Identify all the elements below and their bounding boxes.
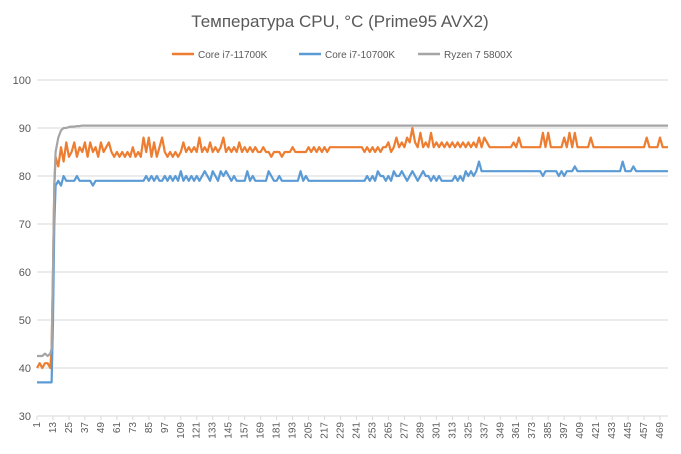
x-axis-ticks: 1 13 25 37 49 61 73 85 97 109 121 133 145 157 169 181 19…	[32, 416, 666, 439]
x-tick-label: 265	[383, 422, 394, 439]
x-tick-label: 313	[447, 422, 458, 439]
legend-label-1: Core i7-10700K	[325, 50, 395, 61]
x-tick-label: 301	[431, 422, 442, 439]
y-tick-label: 50	[19, 315, 31, 327]
x-tick-label: 121	[192, 422, 203, 439]
y-tick-label: 80	[19, 171, 31, 183]
x-tick-label: 445	[623, 422, 634, 439]
x-tick-label: 169	[256, 422, 267, 439]
x-tick-label: 385	[543, 422, 554, 439]
x-tick-label: 433	[607, 422, 618, 439]
x-tick-label: 61	[112, 422, 123, 434]
x-tick-label: 97	[160, 422, 171, 434]
x-tick-label: 241	[351, 422, 362, 439]
y-tick-label: 100	[13, 75, 31, 87]
x-tick-label: 109	[176, 422, 187, 439]
chart-title: Температура CPU, °C (Prime95 AVX2)	[191, 12, 488, 31]
x-tick-label: 205	[304, 422, 315, 439]
x-tick-label: 37	[80, 422, 91, 434]
gridlines	[37, 79, 668, 417]
x-tick-label: 145	[224, 422, 235, 439]
y-tick-label: 40	[19, 363, 31, 375]
legend-label-2: Ryzen 7 5800X	[444, 50, 513, 61]
x-tick-label: 397	[559, 422, 570, 439]
y-tick-label: 60	[19, 267, 31, 279]
x-tick-label: 337	[479, 422, 490, 439]
x-tick-label: 73	[128, 422, 139, 434]
x-tick-label: 49	[96, 422, 107, 434]
x-tick-label: 253	[367, 422, 378, 439]
x-tick-label: 457	[639, 422, 650, 439]
y-tick-label: 30	[19, 411, 31, 423]
series-line-1	[37, 160, 668, 384]
legend: Core i7-11700K Core i7-10700K Ryzen 7 5800…	[172, 50, 513, 61]
x-tick-label: 85	[144, 422, 155, 434]
x-tick-label: 13	[48, 422, 59, 434]
x-tick-label: 409	[575, 422, 586, 439]
x-tick-label: 361	[511, 422, 522, 439]
x-tick-label: 349	[495, 422, 506, 439]
x-tick-label: 181	[272, 422, 283, 439]
y-axis-ticks: 30 40 50 60 70 80 90 100	[13, 75, 31, 423]
x-tick-label: 217	[320, 422, 331, 439]
x-tick-label: 469	[655, 422, 666, 439]
x-tick-label: 133	[208, 422, 219, 439]
x-tick-label: 325	[463, 422, 474, 439]
x-tick-label: 289	[415, 422, 426, 439]
series-line-0	[36, 126, 668, 370]
x-tick-label: 373	[527, 422, 538, 439]
y-tick-label: 70	[19, 219, 31, 231]
x-tick-label: 25	[64, 422, 75, 434]
x-tick-label: 157	[240, 422, 251, 439]
x-tick-label: 229	[336, 422, 347, 439]
x-tick-label: 193	[288, 422, 299, 439]
x-tick-label: 1	[32, 422, 43, 428]
x-tick-label: 277	[399, 422, 410, 439]
series-group	[36, 124, 668, 384]
x-tick-label: 421	[591, 422, 602, 439]
y-tick-label: 90	[19, 123, 31, 135]
legend-label-0: Core i7-11700K	[198, 50, 268, 61]
series-line-2	[37, 124, 668, 358]
